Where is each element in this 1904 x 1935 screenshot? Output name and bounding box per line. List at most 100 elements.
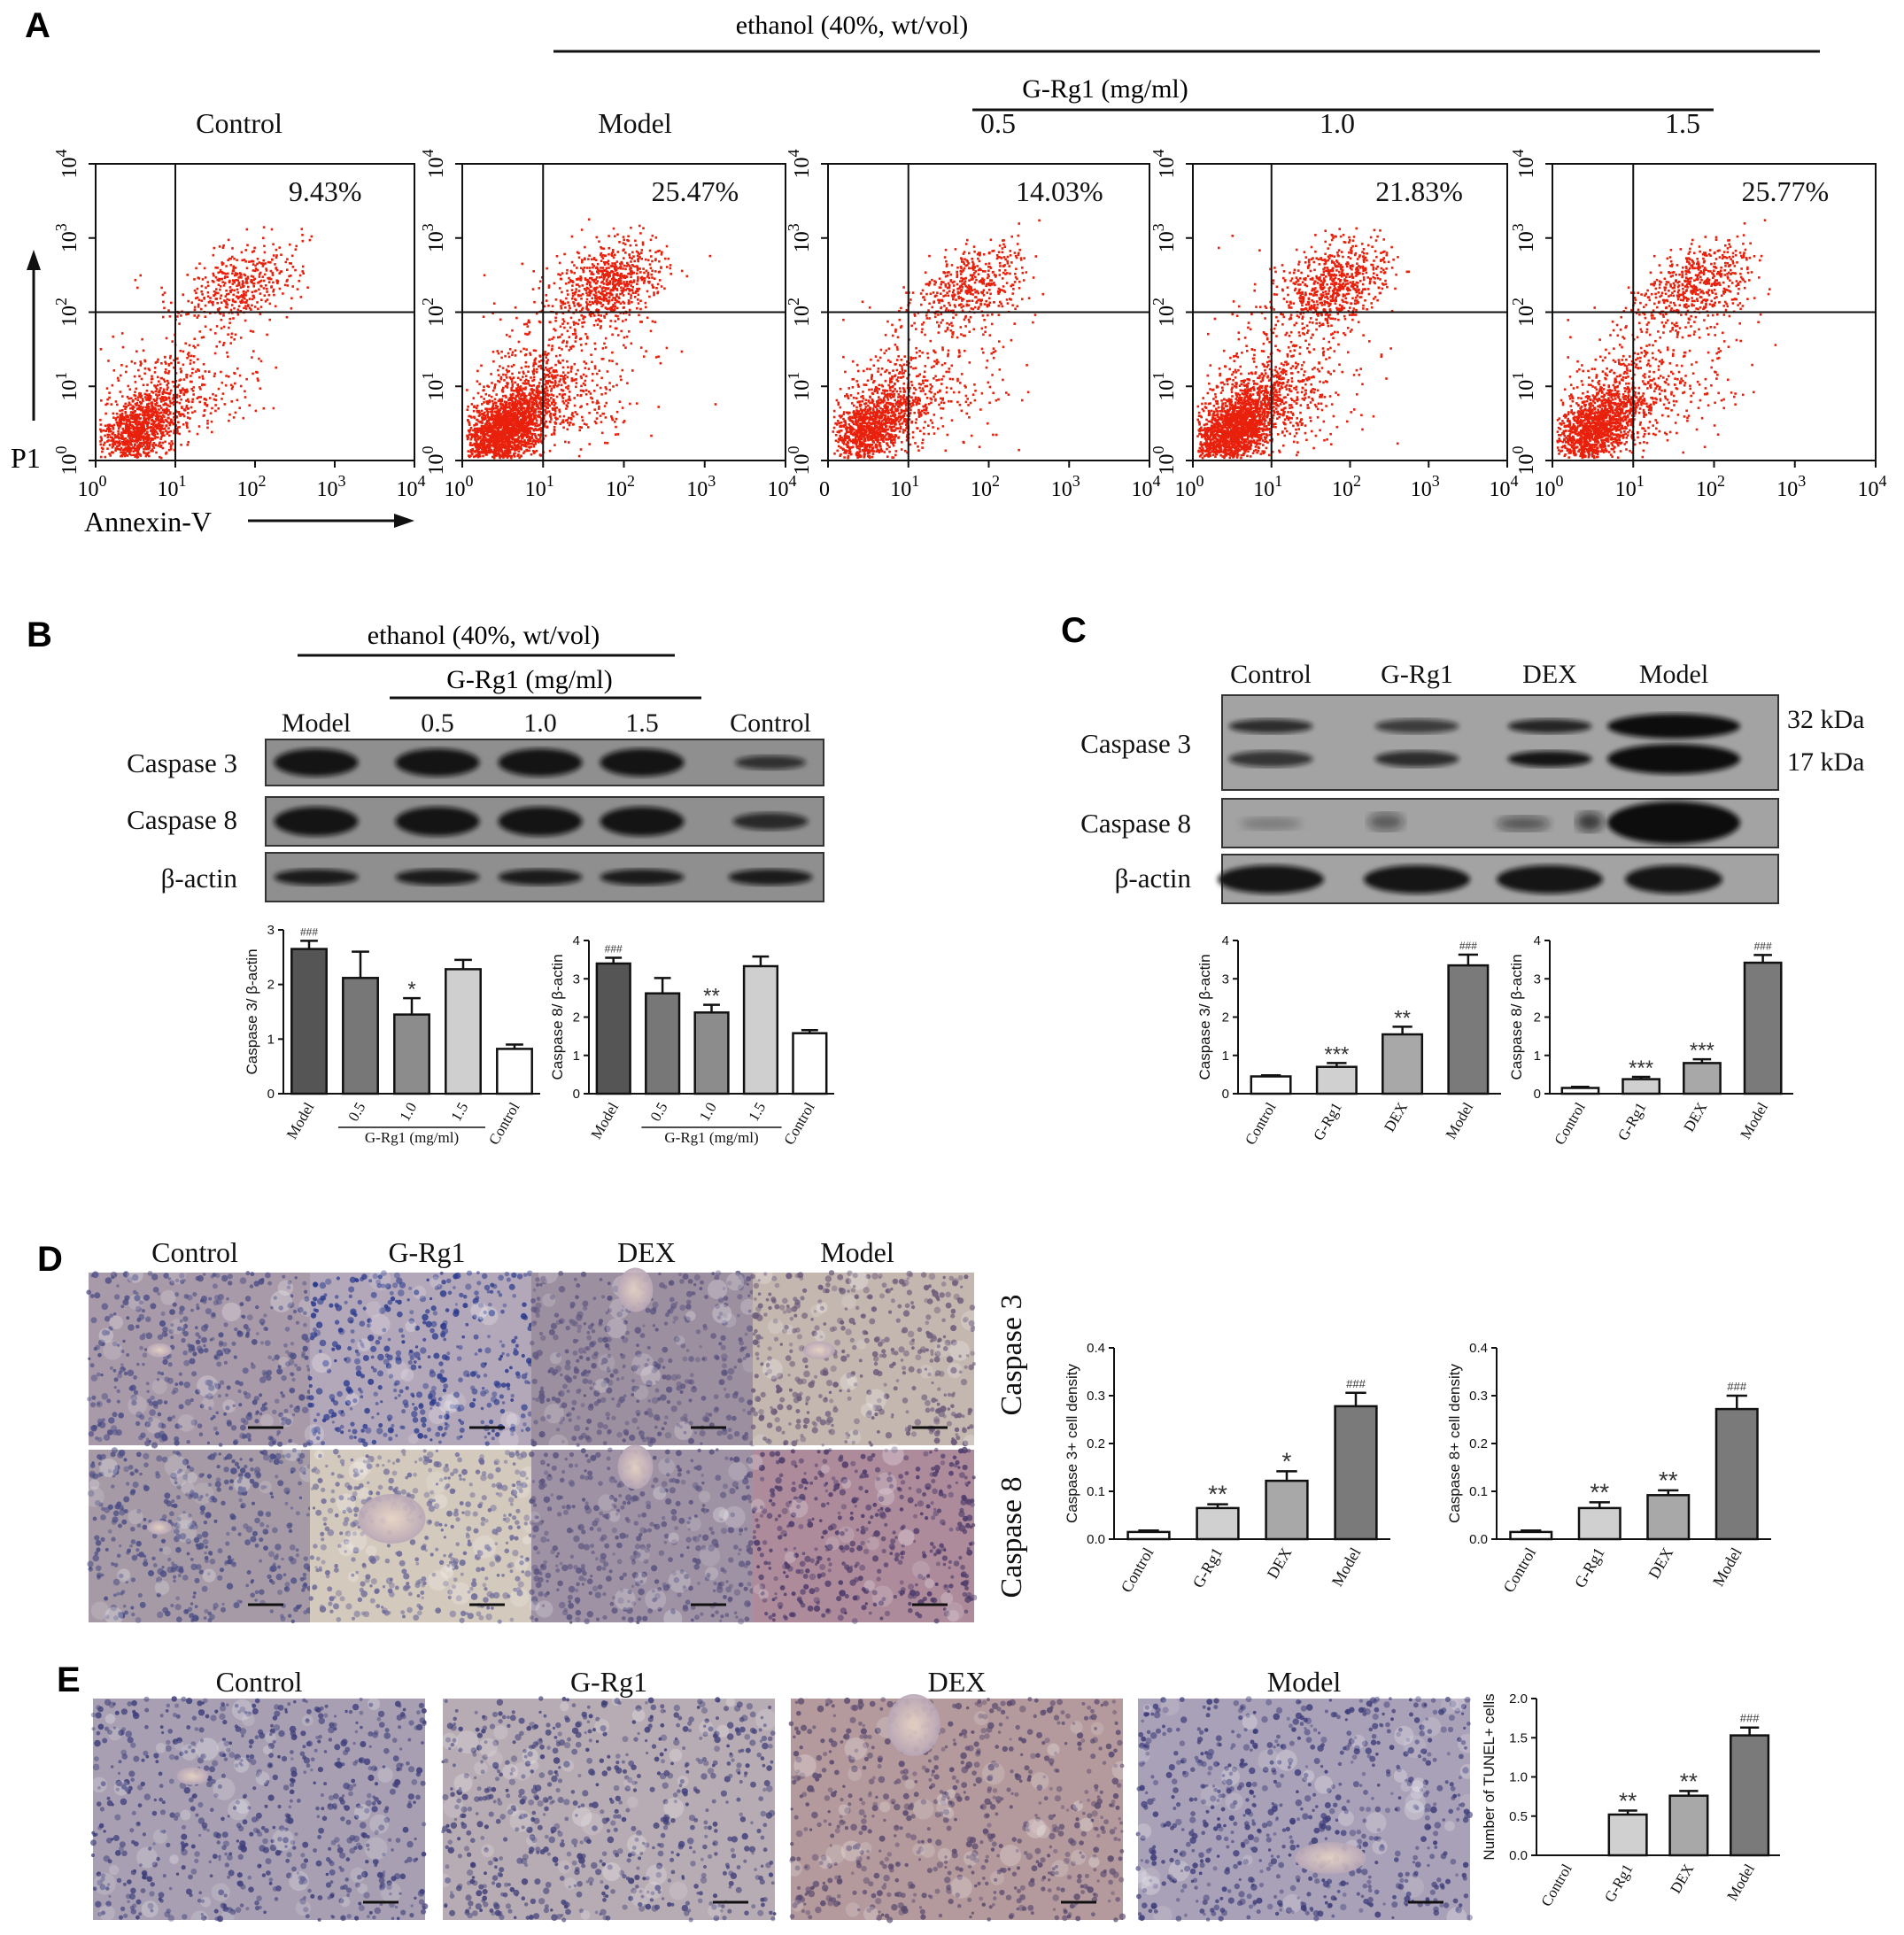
x-tick-label: 104 [1490, 472, 1519, 501]
significance-marker: *** [1629, 1057, 1653, 1080]
y-tick-label: 2.0 [1509, 1691, 1528, 1707]
y-tick-label: 104 [1149, 150, 1179, 179]
tick-exponent: 0 [785, 446, 802, 454]
x-tick-label: 102 [1696, 472, 1725, 501]
category-label: 1.0 [396, 1100, 420, 1125]
y-tick-label: 0.3 [1087, 1389, 1105, 1404]
y-tick-label: 102 [419, 298, 448, 327]
blot-band [1374, 719, 1459, 733]
tick-base: 10 [1156, 231, 1179, 252]
blot-band [395, 807, 480, 836]
y-tick-label: 102 [785, 298, 814, 327]
tick-exponent: 1 [911, 472, 919, 490]
flow-dots [1196, 227, 1411, 460]
lane-label: 1.5 [625, 708, 659, 738]
category-label: DEX [1680, 1100, 1710, 1135]
tick-exponent: 3 [708, 472, 716, 490]
category-label: G-Rg1 [1601, 1861, 1637, 1906]
blot-band [395, 869, 480, 886]
y-tick-label: 3 [1222, 971, 1229, 987]
blood-vessel [176, 1767, 209, 1785]
tick-base: 10 [971, 478, 992, 501]
lane-label: Model [1639, 660, 1708, 689]
significance-marker: ### [1346, 1377, 1366, 1390]
category-label: Model [588, 1099, 623, 1142]
category-label: Control [1537, 1861, 1575, 1909]
histology-column-label: G-Rg1 [570, 1666, 647, 1698]
bar [1607, 1813, 1648, 1857]
blot-band [1507, 751, 1592, 767]
bar [1196, 1506, 1240, 1541]
cell-nuclei [788, 1697, 1126, 1923]
tissue-texture [1129, 1696, 1477, 1928]
tick-exponent: 0 [1556, 472, 1564, 490]
tick-exponent: 1 [546, 472, 554, 490]
x-tick-label: 104 [397, 472, 426, 501]
y-tick-label: 1.0 [1509, 1770, 1528, 1785]
lane-label: G-Rg1 [1381, 660, 1453, 689]
tick-base: 10 [1051, 478, 1072, 501]
blot-row-label: β-actin [161, 863, 238, 894]
tick-exponent: 4 [1149, 150, 1167, 158]
blot-band [1607, 714, 1740, 739]
cell-nuclei [86, 1271, 313, 1449]
tick-base: 10 [890, 478, 911, 501]
tick-base: 10 [791, 158, 814, 179]
blot-band [728, 869, 813, 886]
significance-marker: *** [1690, 1039, 1714, 1063]
y-tick-label: 1 [573, 1049, 580, 1064]
tick-exponent: 1 [1149, 372, 1167, 380]
tick-base: 10 [237, 478, 259, 501]
histology-row-e: Control G-Rg1 DEX Model [90, 1666, 1477, 1930]
tissue-texture [313, 1450, 538, 1607]
bar [342, 977, 379, 1095]
x-tick-label: 100 [1535, 472, 1564, 501]
histology-column-label: DEX [928, 1666, 987, 1698]
y-tick-label: 1.5 [1509, 1730, 1528, 1745]
blot-band [1218, 865, 1324, 894]
flow-plot: Control9.43%1001001011011021021031031041… [52, 107, 426, 501]
blot-band [1497, 865, 1603, 894]
y-tick-label: 4 [573, 933, 580, 948]
tick-base: 10 [791, 231, 814, 252]
blot-band [1228, 751, 1313, 767]
panel-c: C Control G-Rg1 DEX Model Caspase 3 Caspase 8… [1061, 611, 1864, 1148]
tick-base: 10 [791, 454, 814, 476]
x-tick-label: 101 [1253, 472, 1282, 501]
tick-base: 10 [1515, 158, 1538, 179]
y-tick-label: 104 [1509, 150, 1538, 179]
bar [1265, 1479, 1309, 1541]
tick-base: 10 [1175, 478, 1196, 501]
cell-nuclei [90, 1696, 429, 1923]
x-tick-label: 103 [686, 472, 716, 501]
bar [1683, 1062, 1722, 1095]
bar [445, 968, 482, 1095]
category-label: DEX [1645, 1544, 1676, 1582]
y-tick-label: 103 [1509, 223, 1538, 252]
quadrant-percent: 9.43% [289, 175, 362, 207]
tick-base: 10 [1535, 478, 1556, 501]
histology-column-label: DEX [617, 1236, 676, 1268]
category-label: Control [780, 1099, 818, 1148]
tick-exponent: 3 [1149, 223, 1167, 231]
bar [1577, 1506, 1621, 1541]
tick-base: 10 [791, 380, 814, 401]
y-tick-label: 0.2 [1087, 1436, 1105, 1451]
tick-exponent: 4 [418, 472, 426, 490]
tissue-texture [747, 1444, 964, 1622]
x-tick-label: 103 [317, 472, 346, 501]
blot-band [600, 807, 685, 836]
tick-exponent: 0 [52, 446, 70, 454]
blot-band [1240, 817, 1302, 830]
tick-base: 10 [425, 380, 448, 401]
tick-exponent: 3 [1432, 472, 1440, 490]
y-tick-label: 3 [1534, 971, 1541, 987]
x-tick-label: 102 [1332, 472, 1361, 501]
bar [1621, 1078, 1661, 1095]
quadrant-percent: 14.03% [1016, 175, 1103, 207]
category-label: G-Rg1 [1310, 1100, 1345, 1144]
flow-plot-title: 0.5 [980, 107, 1016, 139]
y-tick-label: 0.3 [1469, 1389, 1488, 1404]
bar [645, 992, 681, 1095]
